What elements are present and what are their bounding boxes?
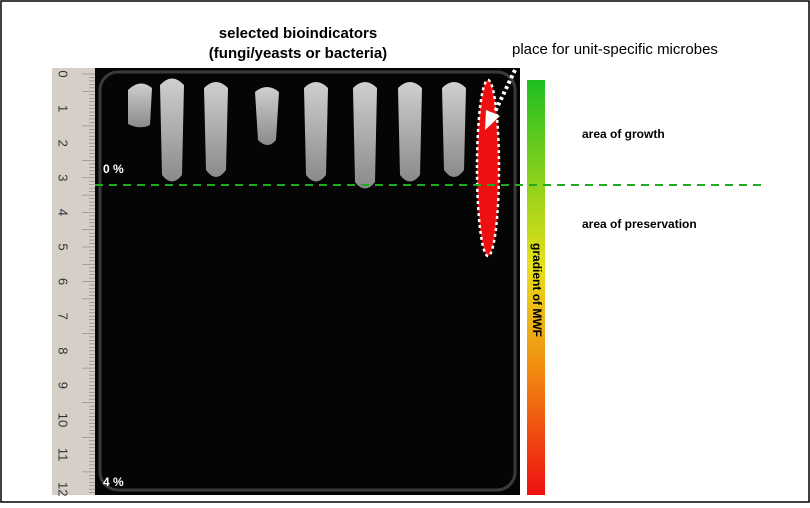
arrow-shaft xyxy=(490,69,517,119)
microbes-label: place for unit-specific microbes xyxy=(512,41,718,58)
ruler-label: 8 xyxy=(56,347,71,354)
red-microbe-zone xyxy=(475,78,501,258)
arrow-head xyxy=(485,110,500,130)
ruler-label: 11 xyxy=(56,448,71,462)
ruler-label: 0 xyxy=(56,70,71,77)
ruler-label: 2 xyxy=(56,140,71,147)
ruler-label: 10 xyxy=(56,413,71,427)
colonies xyxy=(128,78,466,189)
title-line: selected bioindicators xyxy=(219,25,377,42)
ruler-label: 9 xyxy=(56,382,71,389)
ruler-label: 4 xyxy=(56,209,71,216)
ruler-label: 5 xyxy=(56,243,71,250)
growth-label: area of growth xyxy=(582,127,665,141)
ruler-label: 6 xyxy=(56,278,71,285)
ruler-label: 7 xyxy=(56,313,71,320)
gradient-label: gradient of MWF xyxy=(530,243,544,337)
ruler-label: 12 xyxy=(56,482,71,496)
gradient-bar xyxy=(527,80,545,495)
plate-rim xyxy=(98,70,517,492)
bottom-percent: 4 % xyxy=(103,475,124,489)
top-percent: 0 % xyxy=(103,162,124,176)
title-line: (fungi/yeasts or bacteria) xyxy=(209,45,387,62)
preservation-label: area of preservation xyxy=(582,217,697,231)
ruler-label: 3 xyxy=(56,174,71,181)
ruler-label: 1 xyxy=(56,105,71,112)
